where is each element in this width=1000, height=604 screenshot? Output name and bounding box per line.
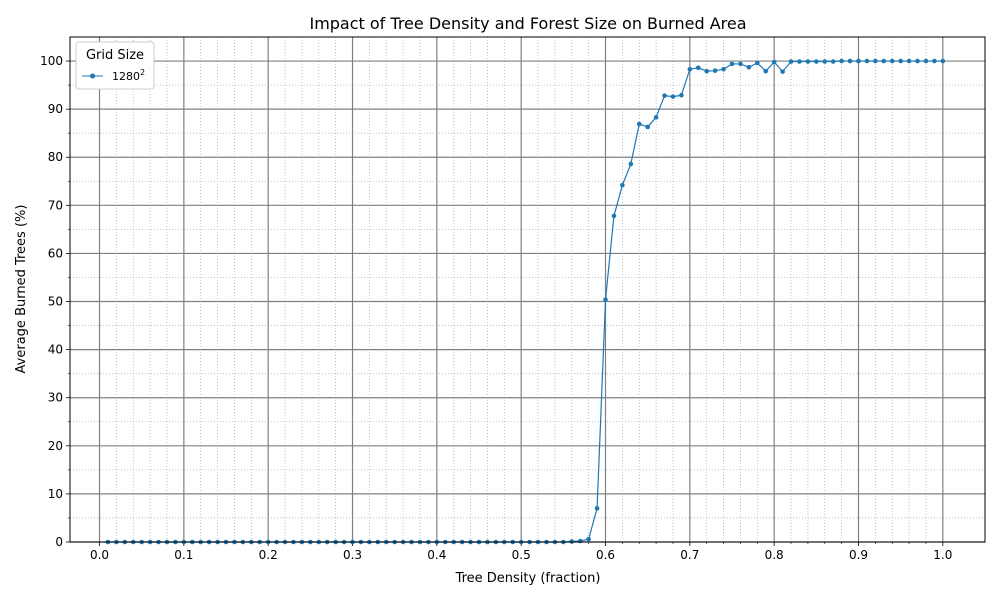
data-point xyxy=(653,115,659,120)
x-tick-label: 0.0 xyxy=(90,548,109,562)
minor-grid xyxy=(70,37,985,542)
legend-entry-base: 1280 xyxy=(112,70,140,83)
legend-entry-label: 12802 xyxy=(112,68,145,83)
x-tick-label: 0.4 xyxy=(427,548,446,562)
data-point xyxy=(645,124,650,130)
plot-frame xyxy=(69,36,986,543)
data-point xyxy=(603,297,608,302)
data-point xyxy=(594,506,600,511)
data-point xyxy=(704,68,710,74)
y-tick-label: 60 xyxy=(48,246,63,260)
data-point xyxy=(898,58,903,64)
x-tick-label: 0.8 xyxy=(765,548,784,562)
data-point xyxy=(839,58,844,64)
data-point xyxy=(628,161,634,167)
data-point xyxy=(889,58,895,64)
data-point xyxy=(586,536,591,542)
data-point xyxy=(670,94,676,99)
data-point xyxy=(788,59,794,64)
y-tick-label: 20 xyxy=(48,439,63,453)
y-tick-label: 40 xyxy=(48,343,63,357)
data-point xyxy=(729,61,735,67)
data-point xyxy=(620,182,625,188)
data-point xyxy=(873,58,878,64)
data-point xyxy=(940,58,946,64)
chart-title: Impact of Tree Density and Forest Size o… xyxy=(309,14,746,33)
data-point xyxy=(797,59,802,64)
legend-marker-swatch xyxy=(90,73,95,79)
data-point xyxy=(687,66,693,72)
x-tick-label: 0.7 xyxy=(680,548,699,562)
x-tick-label: 0.9 xyxy=(849,548,868,562)
y-tick-label: 30 xyxy=(48,391,63,405)
axis-ticks: 0.0 0.1 0.2 0.3 0.4 0.5 0.6 0.7 0.8 0.9 1.0 0 10 20 30… xyxy=(40,54,952,562)
x-axis-label: Tree Density (fraction) xyxy=(455,571,601,586)
data-point xyxy=(695,65,701,71)
data-point xyxy=(915,58,920,64)
y-tick-label: 90 xyxy=(48,102,63,116)
data-point xyxy=(679,92,684,98)
legend-title: Grid Size xyxy=(86,48,144,63)
data-point xyxy=(780,69,785,74)
data-point xyxy=(856,58,861,64)
y-tick-label: 10 xyxy=(48,487,63,501)
data-point xyxy=(738,61,743,67)
data-point xyxy=(662,93,667,98)
x-tick-label: 0.1 xyxy=(174,548,193,562)
data-point xyxy=(763,68,769,74)
y-tick-label: 80 xyxy=(48,150,63,164)
data-point xyxy=(755,60,760,66)
x-tick-label: 1.0 xyxy=(933,548,952,562)
y-tick-label: 50 xyxy=(48,295,63,309)
data-point xyxy=(746,65,752,70)
data-point xyxy=(771,59,777,65)
data-point xyxy=(830,59,836,64)
data-point xyxy=(636,121,642,127)
data-point xyxy=(847,58,853,64)
legend: Grid Size 12802 xyxy=(75,41,155,90)
data-point xyxy=(712,68,718,73)
data-point xyxy=(814,59,819,64)
x-tick-label: 0.6 xyxy=(596,548,615,562)
data-point xyxy=(864,58,870,64)
y-tick-label: 0 xyxy=(55,535,63,549)
data-point xyxy=(721,66,726,72)
y-tick-label: 70 xyxy=(48,198,63,212)
data-point xyxy=(932,58,937,64)
data-point xyxy=(822,59,828,64)
data-point xyxy=(611,213,617,219)
major-grid xyxy=(70,37,985,543)
y-tick-label: 100 xyxy=(40,54,63,68)
legend-box xyxy=(75,41,155,90)
data-point xyxy=(923,58,929,64)
legend-entry-exponent: 2 xyxy=(140,68,145,77)
x-tick-label: 0.2 xyxy=(259,548,278,562)
data-point xyxy=(881,58,887,64)
data-point xyxy=(805,59,811,64)
x-tick-label: 0.3 xyxy=(343,548,362,562)
x-tick-label: 0.5 xyxy=(512,548,531,562)
data-point xyxy=(577,538,583,544)
y-axis-label: Average Burned Trees (%) xyxy=(14,205,29,374)
data-point xyxy=(906,58,912,64)
